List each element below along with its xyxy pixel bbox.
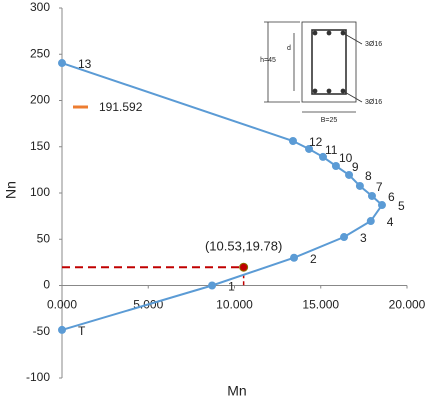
data-point [331,161,340,170]
point-label: 6 [388,190,395,204]
point-label: 3 [360,231,367,245]
point-label: 1 [228,280,235,294]
inset-label: d [287,45,291,52]
data-point [366,217,375,226]
data-point [377,201,386,210]
data-point [367,191,376,200]
y-tick-label: 150 [30,139,50,153]
rebar [326,30,332,36]
annotation-point [239,262,249,272]
point-label: 4 [387,215,394,229]
point-label: 9 [352,160,359,174]
inset-label: 3Ø16 [365,41,382,48]
data-point [305,144,314,153]
y-tick-label: 200 [30,93,50,107]
y-tick-label: 0 [43,278,50,292]
x-tick-label: 15.000 [302,298,339,312]
y-tick-label: 50 [37,231,51,245]
data-point [288,137,297,146]
data-point [58,59,66,68]
point-label: 8 [365,169,372,183]
stirrup [311,29,347,95]
data-point [208,281,217,290]
point-label: 12 [309,135,323,149]
y-tick-label: 250 [30,46,50,60]
y-tick-label: 300 [30,0,50,14]
data-point [290,253,299,262]
leader-line [342,32,363,45]
point-label: T [78,324,86,338]
data-point [345,170,354,179]
rebar [312,30,318,36]
leader-line [342,90,363,103]
point-label: 7 [376,180,383,194]
point-label: 13 [78,57,92,71]
point-label: 10 [339,151,353,165]
data-point [318,152,327,161]
y-tick-label: -50 [33,324,51,338]
section-outline [301,21,357,103]
y-tick-label: -100 [26,370,50,384]
section-inset [264,21,363,113]
rebar [312,88,318,94]
rebar [326,88,332,94]
point-label: 11 [325,143,338,157]
y-tick-label: 100 [30,185,50,199]
x-tick-label: 10.000 [216,298,253,312]
x-axis-label: Mn [227,383,246,399]
data-point [58,325,66,334]
y-axis-label: Nn [3,181,19,199]
point-label: 2 [310,252,317,266]
legend-label: 191.592 [99,100,143,114]
data-point [355,181,364,190]
point-label: 5 [398,199,405,213]
data-point [340,233,349,242]
inset-label: B=25 [321,117,338,124]
inset-label: 3Ø16 [365,99,382,106]
inset-label: h=45 [260,57,276,64]
annotation-label: (10.53,19.78) [205,239,282,254]
x-tick-label: 20.000 [389,298,426,312]
x-tick-label: 0.000 [47,298,77,312]
